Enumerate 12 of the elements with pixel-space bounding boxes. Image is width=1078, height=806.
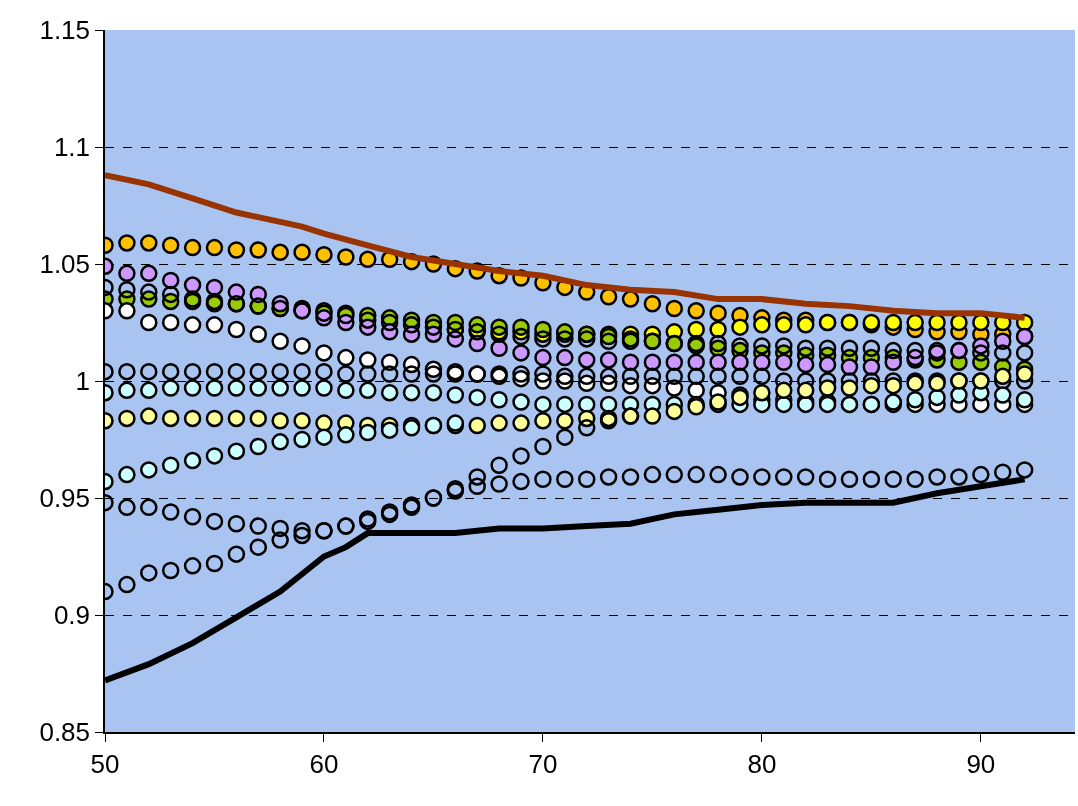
y-tick-label: 0.95 xyxy=(39,483,91,514)
y-tick-label: 1.15 xyxy=(39,15,91,46)
x-tick-label: 50 xyxy=(90,748,120,779)
y-tick-label: 1.1 xyxy=(53,132,91,163)
y-tick-label: 0.9 xyxy=(53,600,91,631)
x-tick-label: 70 xyxy=(528,748,558,779)
y-tick-label: 1.05 xyxy=(39,249,91,280)
x-tick-label: 80 xyxy=(747,748,777,779)
x-tick-label: 90 xyxy=(966,748,996,779)
y-tick-label: 1 xyxy=(75,366,91,397)
x-tick-label: 60 xyxy=(309,748,339,779)
y-tick-label: 0.85 xyxy=(39,717,91,748)
